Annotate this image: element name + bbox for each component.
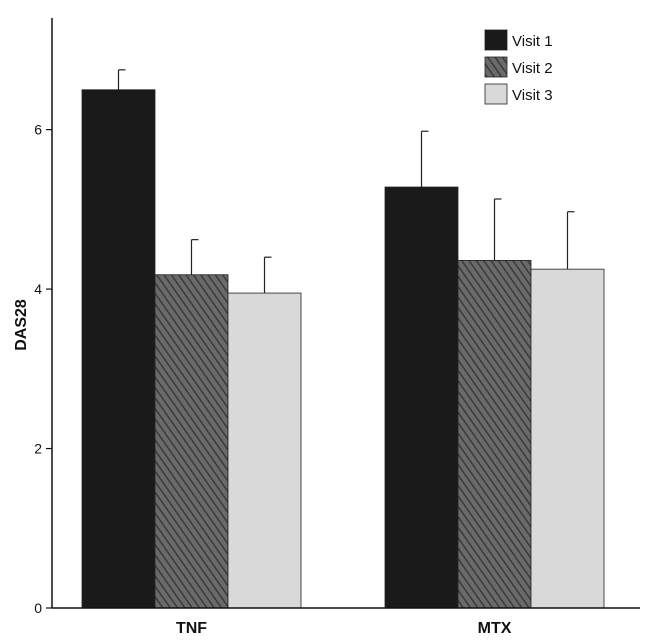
y-axis-title: DAS28: [13, 299, 30, 351]
legend-label: Visit 1: [512, 33, 553, 50]
y-tick-label: 4: [34, 281, 42, 297]
legend-swatch: [484, 29, 508, 51]
y-tick-label: 6: [34, 122, 42, 138]
bar-mtx-visit-3: [530, 268, 605, 609]
legend-swatch: [484, 56, 508, 78]
legend-swatch: [484, 83, 508, 105]
legend-label: Visit 3: [512, 87, 553, 104]
legend: Visit 1 Visit 2 Visit 3: [484, 29, 553, 105]
y-tick-label: 0: [34, 600, 42, 616]
bars-layer: [81, 69, 605, 609]
y-tick-label: 2: [34, 441, 42, 457]
bar-tnf-visit-1: [81, 89, 156, 609]
bar-mtx-visit-2: [457, 259, 532, 609]
axes-layer: 0 2 4 6 TNF MTX: [34, 18, 640, 637]
x-category-label: MTX: [478, 620, 512, 637]
bar-mtx-visit-1: [384, 186, 459, 609]
bar-tnf-visit-3: [227, 292, 302, 609]
bar-tnf-visit-2: [154, 274, 229, 609]
x-category-label: TNF: [176, 620, 207, 637]
legend-label: Visit 2: [512, 60, 553, 77]
